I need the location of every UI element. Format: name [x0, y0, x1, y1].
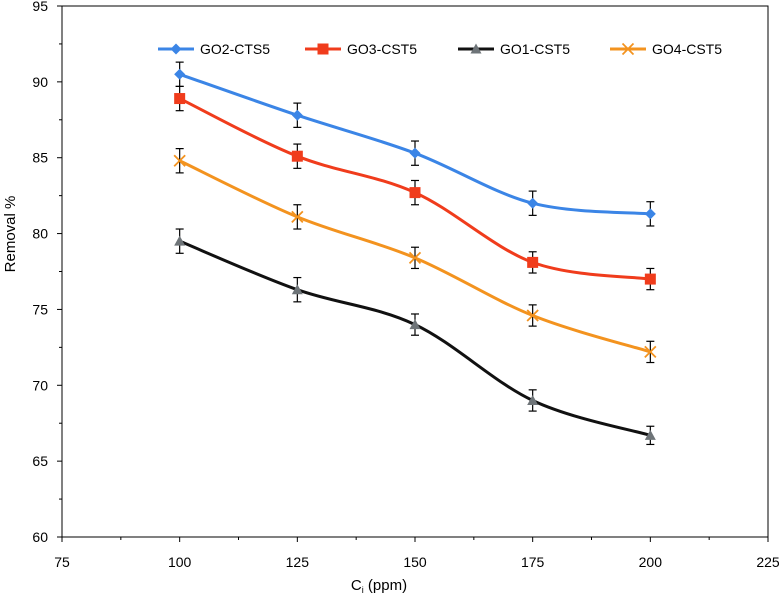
- legend-label: GO3-CST5: [347, 41, 417, 57]
- y-tick-label: 60: [32, 529, 48, 545]
- data-point: [644, 429, 656, 440]
- y-axis-title: Removal %: [2, 196, 19, 273]
- data-point: [174, 68, 186, 80]
- data-point: [527, 394, 539, 405]
- y-tick-label: 70: [32, 377, 48, 393]
- axes: 75 100 125 150 175 200 225 60 65 70 75 80 85 90 95: [32, 0, 779, 570]
- x-tick-label: 225: [756, 554, 779, 570]
- x-axis-title-main: C: [351, 577, 362, 594]
- legend-marker: [170, 43, 182, 55]
- x-axis-title: Ci (ppm): [351, 577, 407, 595]
- data-point: [408, 251, 422, 264]
- data-point: [409, 147, 421, 159]
- y-tick-label: 80: [32, 226, 48, 242]
- data-point: [527, 256, 539, 268]
- data-point: [291, 150, 303, 162]
- legend-label: GO2-CTS5: [200, 41, 270, 57]
- y-tick-label: 75: [32, 301, 48, 317]
- legend: GO2-CTS5 GO3-CST5 GO1-CST5 GO4-CST5: [158, 41, 722, 57]
- x-axis-title-subscript: i: [362, 585, 364, 595]
- legend-marker: [317, 43, 329, 55]
- x-tick-label: 200: [639, 554, 663, 570]
- plot-frame: [61, 5, 769, 538]
- y-tick-label: 85: [32, 150, 48, 166]
- x-tick-label: 175: [521, 554, 545, 570]
- data-point: [409, 319, 421, 330]
- x-tick-label: 100: [168, 554, 192, 570]
- data-point: [291, 210, 304, 224]
- legend-item: GO1-CST5: [458, 41, 570, 57]
- data-point: [409, 187, 421, 199]
- legend-item: GO4-CST5: [610, 41, 722, 57]
- x-tick-label: 150: [403, 554, 427, 570]
- legend-item: GO2-CTS5: [158, 41, 270, 57]
- legend-label: GO1-CST5: [500, 41, 570, 57]
- legend-item: GO3-CST5: [305, 41, 417, 57]
- y-tick-label: 90: [32, 74, 48, 90]
- data-point: [527, 197, 539, 209]
- data-point: [174, 93, 186, 105]
- y-tick-label: 95: [32, 0, 48, 14]
- series-go2-cts5: [174, 61, 656, 227]
- data-point: [291, 284, 303, 295]
- series-go1-cst5: [174, 228, 656, 446]
- legend-marker: [470, 43, 482, 54]
- x-tick-label: 125: [286, 554, 310, 570]
- data-point: [644, 273, 656, 285]
- x-tick-label: 75: [54, 554, 70, 570]
- data-point: [526, 309, 539, 322]
- series-layer: [173, 61, 657, 446]
- legend-marker: [621, 42, 635, 56]
- series-go4-cst5: [173, 148, 657, 364]
- data-point: [291, 109, 303, 121]
- y-tick-label: 65: [32, 453, 48, 469]
- data-point: [644, 345, 657, 359]
- data-point: [174, 235, 186, 246]
- series-line: [179, 239, 651, 437]
- series-go3-cst5: [174, 85, 656, 291]
- x-axis-title-unit: (ppm): [364, 577, 407, 594]
- data-point: [644, 208, 656, 220]
- legend-label: GO4-CST5: [652, 41, 722, 57]
- data-point: [173, 154, 186, 167]
